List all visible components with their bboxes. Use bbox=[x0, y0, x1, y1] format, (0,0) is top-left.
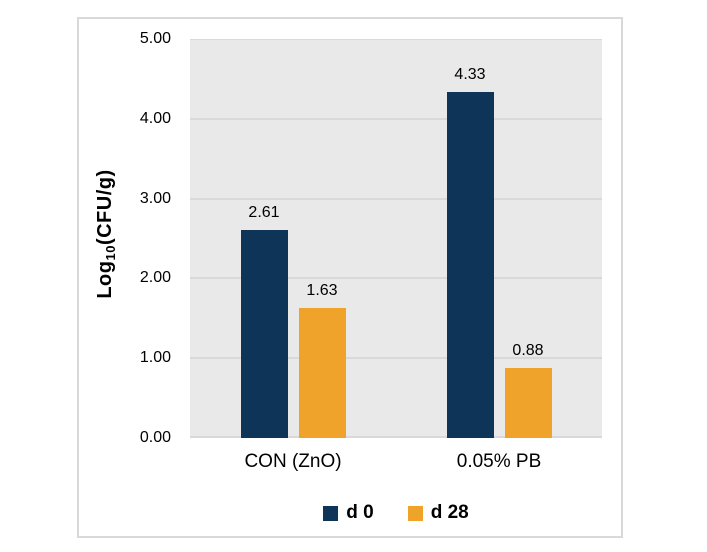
legend-label: d 28 bbox=[430, 502, 469, 523]
legend: d 0 d 28 bbox=[190, 502, 602, 524]
bar-d0-1 bbox=[446, 92, 494, 438]
data-label: 4.33 bbox=[454, 66, 486, 84]
gridline-2.00 bbox=[190, 277, 602, 280]
gridline-3.00 bbox=[190, 197, 602, 200]
bar-d28-1 bbox=[504, 367, 552, 438]
chart-figure: Log10(CFU/g) 0.00 1.00 2.00 3.00 4.00 5.00 2.… bbox=[77, 17, 623, 538]
y-tick-label: 5.00 bbox=[139, 30, 171, 47]
bar-d0-0 bbox=[240, 229, 288, 438]
legend-swatch bbox=[323, 505, 339, 521]
gridline-0.00 bbox=[190, 436, 602, 438]
plot-area: 2.61 1.63 4.33 0.88 bbox=[190, 39, 602, 438]
data-label: 0.88 bbox=[512, 341, 544, 359]
legend-item-d0: d 0 bbox=[323, 502, 374, 524]
y-tick-label: 4.00 bbox=[139, 109, 171, 127]
gridline-1.00 bbox=[190, 357, 602, 360]
legend-swatch bbox=[407, 505, 423, 521]
data-label: 1.63 bbox=[306, 281, 338, 299]
gridline-4.00 bbox=[190, 117, 602, 120]
x-category-label: 0.05% PB bbox=[456, 451, 542, 472]
y-tick-label: 2.00 bbox=[139, 269, 171, 287]
gridline-5.00 bbox=[190, 39, 602, 40]
y-axis-tick-labels: 0.00 1.00 2.00 3.00 4.00 5.00 bbox=[79, 30, 171, 446]
legend-item-d28: d 28 bbox=[407, 502, 469, 524]
y-tick-label: 0.00 bbox=[139, 429, 171, 446]
x-category-label: CON (ZnO) bbox=[244, 451, 342, 472]
x-axis-labels: CON (ZnO) 0.05% PB bbox=[190, 451, 602, 473]
bar-d28-0 bbox=[298, 307, 346, 438]
y-tick-label: 1.00 bbox=[139, 349, 171, 367]
data-label: 2.61 bbox=[248, 203, 280, 221]
legend-label: d 0 bbox=[346, 502, 374, 523]
y-tick-label: 3.00 bbox=[139, 189, 171, 207]
